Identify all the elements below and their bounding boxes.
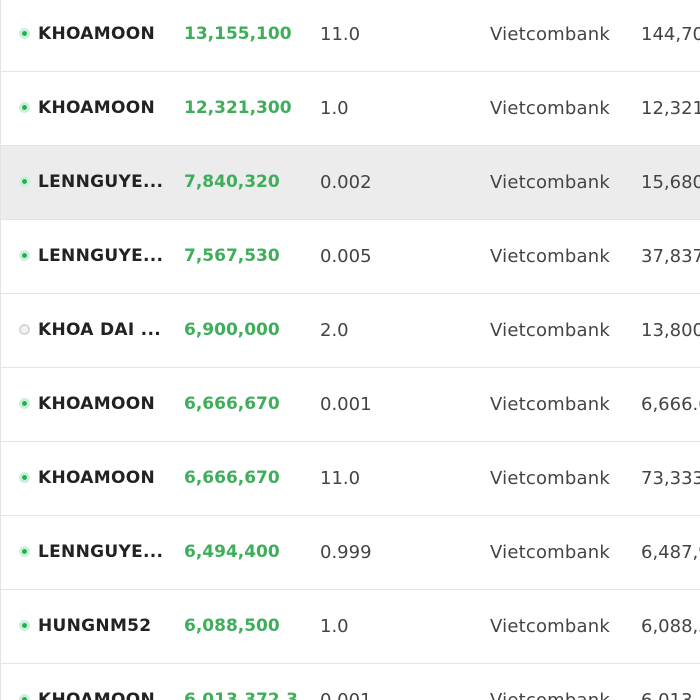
online-status-icon [19, 398, 30, 409]
seller-name[interactable]: LENNGUYE... [38, 246, 164, 266]
price: 6,013,372.3 [184, 690, 299, 700]
price: 6,088,500 [184, 616, 280, 636]
seller-name[interactable]: HUNGNM52 [38, 616, 152, 636]
price: 6,900,000 [184, 320, 280, 340]
total-value: 73,333 [641, 468, 700, 489]
table-row[interactable]: KHOAMOON 12,321,300 1.0 Vietcombank 12,3… [1, 72, 700, 146]
bank-name: Vietcombank [490, 616, 610, 637]
table-row[interactable]: LENNGUYE... 7,840,320 0.002 Vietcombank … [1, 146, 700, 220]
amount: 1.0 [320, 616, 349, 637]
bank-name: Vietcombank [490, 664, 620, 700]
price: 12,321,300 [184, 98, 292, 118]
seller-name[interactable]: LENNGUYE... [38, 172, 164, 192]
seller-name[interactable]: KHOAMOON [38, 24, 156, 44]
total-value: 6,487,9 [641, 542, 700, 563]
online-status-icon [19, 250, 30, 261]
total-value: 6,666.6 [641, 394, 700, 415]
price: 6,666,670 [184, 468, 280, 488]
seller-name[interactable]: KHOAMOON [38, 98, 156, 118]
amount: 11.0 [320, 24, 361, 45]
bank-name: Vietcombank [490, 468, 610, 489]
bank-name: Vietcombank [490, 394, 610, 415]
total-value: 15,680 [641, 172, 700, 193]
amount: 0.001 [320, 664, 440, 700]
bank-name: Vietcombank [490, 542, 610, 563]
seller-name[interactable]: LENNGUYE... [38, 542, 164, 562]
bank-name: Vietcombank [490, 246, 610, 267]
seller-name[interactable]: KHOAMOON [38, 468, 156, 488]
table-row[interactable]: LENNGUYE... 6,494,400 0.999 Vietcombank … [1, 516, 700, 590]
table-row[interactable]: KHOAMOON 6,666,670 0.001 Vietcombank 6,6… [1, 368, 700, 442]
total-value: 12,321 [641, 98, 700, 119]
online-status-icon [19, 102, 30, 113]
table-row[interactable]: KHOAMOON 13,155,100 11.0 Vietcombank 144… [1, 0, 700, 72]
total-value: 144,70 [641, 24, 700, 45]
amount: 11.0 [320, 468, 361, 489]
amount: 0.002 [320, 172, 372, 193]
amount: 0.005 [320, 246, 372, 267]
online-status-icon [19, 472, 30, 483]
bank-name: Vietcombank [490, 98, 610, 119]
amount: 0.999 [320, 542, 372, 563]
table-row[interactable]: KHOAMOON 6,666,670 11.0 Vietcombank 73,3… [1, 442, 700, 516]
bank-name: Vietcombank [490, 24, 610, 45]
bank-name: Vietcombank [490, 320, 610, 341]
table-row[interactable]: KHOA DAI ... 6,900,000 2.0 Vietcombank 1… [1, 294, 700, 368]
online-status-icon [19, 176, 30, 187]
total-value: 6,088,5 [641, 616, 700, 637]
price: 7,840,320 [184, 172, 280, 192]
amount: 1.0 [320, 98, 349, 119]
seller-name[interactable]: KHOA DAI ... [38, 320, 161, 340]
table-row[interactable]: HUNGNM52 6,088,500 1.0 Vietcombank 6,088… [1, 590, 700, 664]
offline-status-icon [19, 324, 30, 335]
table-row[interactable]: KHOAMOON 6,013,372.3 0.001 Vietcombank 6… [1, 664, 700, 700]
price: 7,567,530 [184, 246, 280, 266]
price: 6,494,400 [184, 542, 280, 562]
price: 13,155,100 [184, 24, 292, 44]
bank-name: Vietcombank [490, 172, 610, 193]
online-status-icon [19, 546, 30, 557]
online-status-icon [19, 694, 30, 700]
price: 6,666,670 [184, 394, 280, 414]
total-value: 13,800 [641, 320, 700, 341]
seller-name[interactable]: KHOAMOON [38, 394, 156, 414]
table-row[interactable]: LENNGUYE... 7,567,530 0.005 Vietcombank … [1, 220, 700, 294]
amount: 2.0 [320, 320, 349, 341]
amount: 0.001 [320, 394, 372, 415]
online-status-icon [19, 620, 30, 631]
seller-name[interactable]: KHOAMOON [38, 690, 156, 700]
online-status-icon [19, 28, 30, 39]
total-value: 6,013,3 [641, 664, 700, 700]
total-value: 37,837 [641, 246, 700, 267]
